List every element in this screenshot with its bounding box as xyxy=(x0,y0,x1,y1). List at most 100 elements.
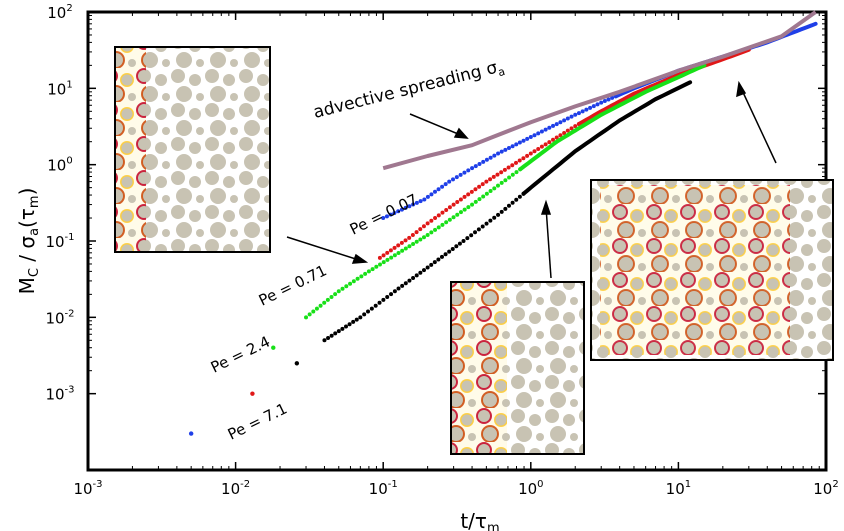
series-point-0 xyxy=(454,175,459,180)
series-point-3 xyxy=(447,249,452,254)
series-point-3 xyxy=(457,241,462,246)
x-tick-label-3: 100 xyxy=(518,479,543,498)
series-point-0 xyxy=(591,104,596,109)
series-point-1 xyxy=(554,135,559,140)
series-point-3 xyxy=(333,331,338,336)
series-point-2 xyxy=(389,255,394,260)
series-point-1 xyxy=(433,216,438,221)
series-point-2 xyxy=(421,235,426,240)
series-point-1 xyxy=(458,197,463,202)
series-point-2 xyxy=(355,276,360,281)
series-point-1 xyxy=(385,250,390,255)
series-point-0 xyxy=(411,202,416,207)
inset-pe-2.4 xyxy=(450,281,585,455)
series-point-0 xyxy=(403,205,408,210)
series-point-2 xyxy=(488,189,493,194)
series-point-1 xyxy=(543,142,548,147)
series-point-2 xyxy=(411,241,416,246)
series-point-1 xyxy=(517,158,522,163)
series-point-2 xyxy=(470,202,475,207)
series-point-1 xyxy=(462,194,467,199)
axis-ticks: 10-3 10-2 10-1 100 101 102 10-3 10-2 10-1 100 101 1… xyxy=(45,3,838,498)
series-point-3 xyxy=(450,246,455,251)
series-point-2 xyxy=(433,227,438,232)
series-point-3 xyxy=(506,203,511,208)
series-point-1 xyxy=(573,124,578,129)
series-point-0 xyxy=(503,147,508,152)
series-point-1 xyxy=(495,172,500,177)
series-point-0 xyxy=(418,199,423,204)
series-point-2 xyxy=(414,239,419,244)
series-point-0 xyxy=(473,164,478,169)
series-point-1 xyxy=(558,133,563,138)
series-point-0 xyxy=(543,127,548,132)
series-point-2 xyxy=(374,264,379,269)
series-point-2 xyxy=(378,262,383,267)
y-tick-label-5: 102 xyxy=(47,3,72,22)
series-point-3 xyxy=(354,317,359,322)
series-point-2 xyxy=(271,345,276,350)
series-point-0 xyxy=(414,200,419,205)
y-tick-label-3: 100 xyxy=(47,156,72,175)
x-axis-label: t/τm xyxy=(460,509,499,531)
series-point-2 xyxy=(447,217,452,222)
series-line-4 xyxy=(382,10,817,171)
series-point-1 xyxy=(565,128,570,133)
series-point-1 xyxy=(499,170,504,175)
series-point-1 xyxy=(447,205,452,210)
series-point-3 xyxy=(351,319,356,324)
series-point-1 xyxy=(436,213,441,218)
series-point-1 xyxy=(440,210,445,215)
series-point-0 xyxy=(462,170,467,175)
series-point-1 xyxy=(473,187,478,192)
series-point-2 xyxy=(333,292,338,297)
series-layer xyxy=(188,10,818,436)
series-point-2 xyxy=(325,297,330,302)
series-point-0 xyxy=(499,149,504,154)
series-point-3 xyxy=(407,278,412,283)
series-point-2 xyxy=(304,315,309,320)
series-point-3 xyxy=(294,361,300,366)
series-point-2 xyxy=(370,267,375,272)
series-point-2 xyxy=(477,197,482,202)
y-axis-label: MC / σa(τm) xyxy=(15,188,42,295)
series-point-2 xyxy=(492,186,497,191)
series-point-3 xyxy=(389,292,394,297)
series-point-1 xyxy=(381,253,386,258)
series-point-1 xyxy=(466,192,471,197)
series-point-3 xyxy=(421,268,426,273)
series-point-0 xyxy=(525,136,530,141)
series-point-1 xyxy=(429,218,434,223)
annotation-arrows xyxy=(286,80,777,279)
series-point-0 xyxy=(528,135,533,140)
series-point-3 xyxy=(510,200,515,205)
series-point-0 xyxy=(470,166,475,171)
series-point-0 xyxy=(532,133,537,138)
series-point-3 xyxy=(476,227,481,232)
label-pe-2.4: Pe = 2.4 xyxy=(208,332,273,376)
series-point-3 xyxy=(436,257,441,262)
series-point-3 xyxy=(403,281,408,286)
series-point-2 xyxy=(381,260,386,265)
series-point-0 xyxy=(599,100,604,105)
series-point-3 xyxy=(480,224,485,229)
series-point-1 xyxy=(469,189,474,194)
series-point-0 xyxy=(602,99,607,104)
series-point-2 xyxy=(322,300,327,305)
series-point-1 xyxy=(455,200,460,205)
series-point-0 xyxy=(407,204,412,209)
series-point-3 xyxy=(322,338,327,343)
series-point-1 xyxy=(407,235,412,240)
series-point-0 xyxy=(547,125,552,130)
series-point-0 xyxy=(517,140,522,145)
series-point-0 xyxy=(488,155,493,160)
series-point-0 xyxy=(466,168,471,173)
series-point-3 xyxy=(340,326,345,331)
series-point-3 xyxy=(396,286,401,291)
y-tick-label-0: 10-3 xyxy=(45,385,74,404)
series-point-1 xyxy=(506,165,511,170)
series-point-3 xyxy=(465,236,470,241)
series-point-2 xyxy=(318,303,323,308)
series-line-1 xyxy=(576,47,751,126)
series-point-0 xyxy=(440,184,445,189)
